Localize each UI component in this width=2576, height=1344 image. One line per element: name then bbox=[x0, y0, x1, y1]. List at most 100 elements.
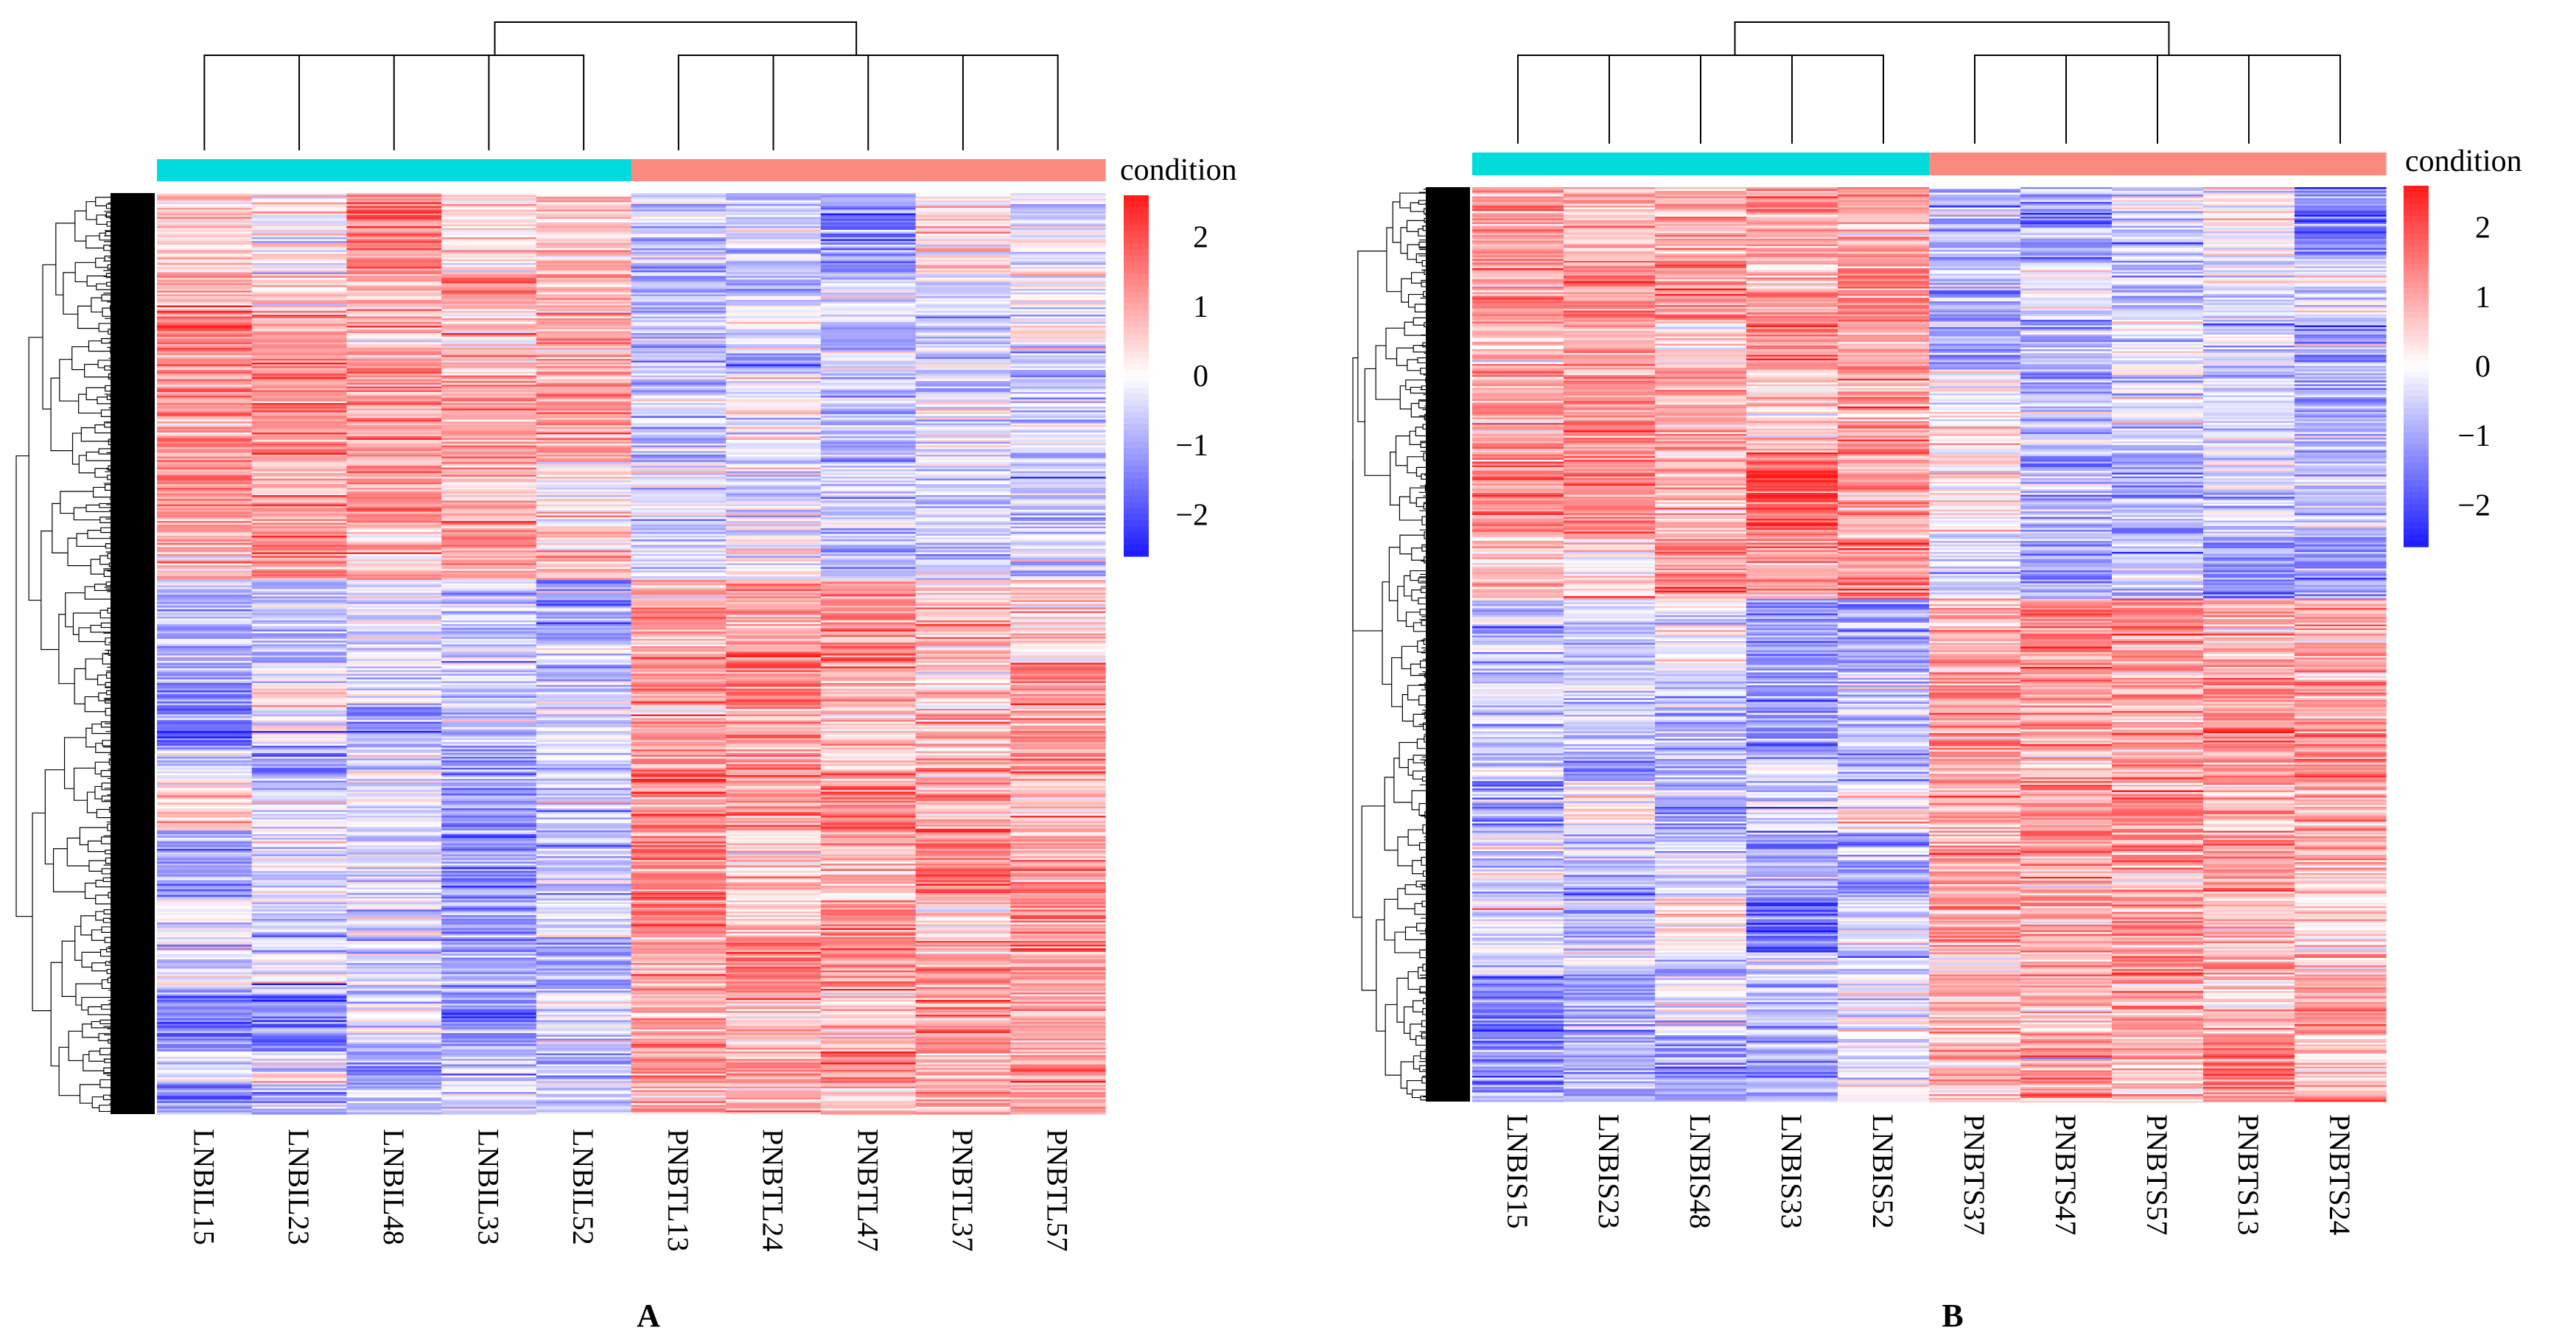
heatmap-cell-row bbox=[346, 672, 442, 675]
heatmap-cell-row bbox=[536, 252, 632, 255]
heatmap-cell-row bbox=[441, 246, 537, 249]
heatmap-cell-row bbox=[631, 283, 727, 286]
condition-cell bbox=[631, 159, 727, 181]
heatmap-cell-row bbox=[726, 567, 822, 570]
heatmap-cell-row bbox=[536, 351, 632, 354]
heatmap-cell-row bbox=[820, 578, 917, 581]
heatmap-cell-row bbox=[631, 563, 727, 566]
heatmap-cell-row bbox=[820, 611, 917, 614]
heatmap-cell-row bbox=[536, 419, 632, 422]
heatmap-cell-row bbox=[346, 287, 442, 290]
heatmap-cell-row bbox=[820, 248, 917, 251]
heatmap-cell-row bbox=[726, 444, 822, 447]
heatmap-cell-row bbox=[346, 407, 442, 410]
heatmap-cell-row bbox=[251, 385, 347, 388]
heatmap-cell-row bbox=[441, 469, 537, 472]
heatmap-cell-row bbox=[820, 460, 917, 463]
heatmap-cell-row bbox=[1010, 366, 1106, 369]
heatmap-cell-row bbox=[726, 304, 822, 307]
heatmap-cell-row bbox=[726, 359, 822, 362]
heatmap-cell-row bbox=[820, 200, 917, 203]
heatmap-cell-row bbox=[631, 401, 727, 404]
heatmap-cell-row bbox=[536, 705, 632, 708]
heatmap-cell-row bbox=[726, 374, 822, 377]
heatmap-cell-row bbox=[251, 462, 347, 465]
heatmap-cell-row bbox=[726, 635, 822, 638]
heatmap-cell-row bbox=[441, 279, 537, 282]
heatmap-cell-row bbox=[536, 552, 632, 555]
heatmap-cell-row bbox=[1010, 224, 1106, 227]
heatmap-cell-row bbox=[441, 633, 537, 636]
heatmap-cell-row bbox=[157, 727, 253, 730]
heatmap-cell-row bbox=[346, 294, 442, 297]
heatmap-cell-row bbox=[536, 644, 632, 647]
heatmap-cell-row bbox=[820, 510, 917, 513]
heatmap-cell-row bbox=[251, 640, 347, 643]
heatmap-cell-row bbox=[820, 679, 917, 682]
heatmap-cell-row bbox=[441, 580, 537, 583]
heatmap-cell-row bbox=[915, 573, 1011, 575]
heatmap-cell-row bbox=[346, 357, 442, 360]
heatmap-cell-row bbox=[251, 716, 347, 719]
heatmap-cell-row bbox=[726, 677, 822, 680]
heatmap-cell-row bbox=[820, 688, 917, 691]
heatmap-cell-row bbox=[726, 386, 822, 389]
heatmap-cell-row bbox=[536, 622, 632, 625]
heatmap-cell-row bbox=[157, 565, 253, 568]
heatmap-cell-row bbox=[251, 724, 347, 727]
heatmap-cell-row bbox=[1010, 312, 1106, 315]
heatmap-cell-row bbox=[251, 368, 347, 371]
heatmap-cell-row bbox=[157, 357, 253, 360]
heatmap-cell-row bbox=[346, 659, 442, 662]
heatmap-cell-row bbox=[915, 246, 1011, 249]
heatmap-cell-row bbox=[915, 698, 1011, 701]
heatmap-cell-row bbox=[726, 735, 822, 738]
heatmap-cell-row bbox=[915, 237, 1011, 240]
heatmap-cell-row bbox=[631, 639, 727, 642]
heatmap-cell-row bbox=[441, 585, 537, 588]
heatmap-cell-row bbox=[441, 228, 537, 231]
dendrogram-branch bbox=[203, 55, 301, 150]
heatmap-cell-row bbox=[536, 368, 632, 371]
heatmap-cell-row bbox=[251, 242, 347, 245]
heatmap-cell-row bbox=[346, 290, 442, 293]
heatmap-cell-row bbox=[1010, 738, 1106, 741]
heatmap-cell-row bbox=[1010, 290, 1106, 293]
heatmap-cell-row bbox=[915, 585, 1011, 588]
heatmap-cell-row bbox=[536, 499, 632, 502]
heatmap-cell-row bbox=[441, 475, 537, 477]
heatmap-cell-row bbox=[157, 410, 253, 413]
heatmap-cell-row bbox=[631, 250, 727, 253]
heatmap-cell-row bbox=[346, 462, 442, 465]
heatmap-cell-row bbox=[631, 309, 727, 312]
heatmap-cell-row bbox=[726, 331, 822, 334]
heatmap-cell-row bbox=[251, 438, 347, 441]
heatmap-cell-row bbox=[346, 304, 442, 307]
heatmap-cell-row bbox=[915, 382, 1011, 385]
heatmap-cell-row bbox=[1010, 235, 1106, 238]
heatmap-cell-row bbox=[726, 488, 822, 491]
heatmap-cell-row bbox=[726, 368, 822, 371]
heatmap-cell-row bbox=[820, 268, 917, 271]
heatmap-cell-row bbox=[915, 491, 1011, 494]
heatmap-cell-row bbox=[346, 639, 442, 642]
heatmap-cell-row bbox=[536, 267, 632, 270]
heatmap-cell-row bbox=[915, 635, 1011, 638]
heatmap-cell-row bbox=[820, 720, 917, 723]
heatmap-cell-row bbox=[820, 541, 917, 544]
heatmap-cell-row bbox=[631, 578, 727, 581]
row-dendrogram-branch bbox=[75, 983, 102, 1006]
row-dendrogram-branch bbox=[91, 724, 119, 735]
heatmap-cell-row bbox=[251, 444, 347, 447]
heatmap-cell-row bbox=[1010, 720, 1106, 723]
row-dendrogram-branch bbox=[83, 1054, 104, 1071]
heatmap-cell-row bbox=[536, 283, 632, 286]
heatmap-cell-row bbox=[726, 602, 822, 605]
heatmap-cell-row bbox=[157, 447, 253, 450]
heatmap-cell-row bbox=[536, 545, 632, 547]
heatmap-cell-row bbox=[726, 279, 822, 282]
heatmap-cell-row bbox=[1010, 305, 1106, 308]
heatmap-cell-row bbox=[157, 351, 253, 354]
heatmap-cell-row bbox=[346, 628, 442, 631]
